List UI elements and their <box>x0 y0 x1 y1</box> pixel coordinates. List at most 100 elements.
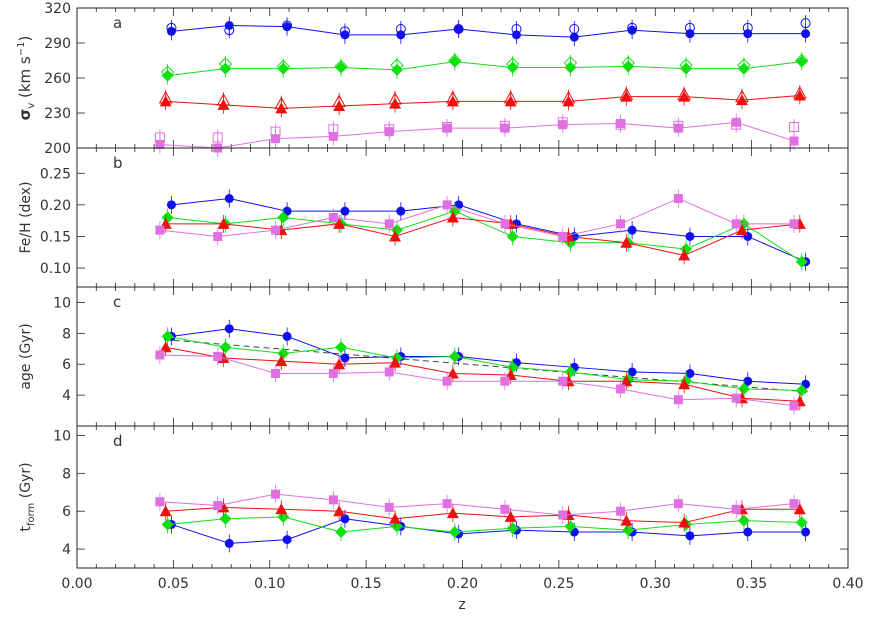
y-tick-label: 10 <box>53 428 71 444</box>
data-point <box>685 368 695 378</box>
series-green <box>161 327 808 400</box>
data-point <box>673 395 683 405</box>
data-point <box>506 230 519 243</box>
series-red <box>158 85 807 118</box>
data-point <box>795 255 808 268</box>
y-tick-label: 10 <box>53 295 71 311</box>
data-point <box>389 356 402 368</box>
y-tick-label: 0.15 <box>40 229 71 245</box>
trend-line <box>163 339 810 393</box>
data-point <box>159 95 172 107</box>
data-point <box>446 95 459 107</box>
series-blue <box>166 319 811 394</box>
data-point <box>213 352 223 361</box>
data-point <box>390 63 403 76</box>
data-point <box>685 231 695 241</box>
data-point <box>558 510 568 520</box>
data-point <box>616 384 626 394</box>
open-marker <box>789 122 800 132</box>
x-tick-label: 0.40 <box>832 576 863 592</box>
series-blue <box>166 189 811 271</box>
data-point <box>511 30 521 40</box>
data-point <box>389 97 402 109</box>
data-point <box>213 501 223 511</box>
data-point <box>333 100 346 111</box>
data-point <box>340 30 350 40</box>
data-point <box>217 217 230 229</box>
panel-a: 200 230 260 290 320 a σv (km s−1) <box>16 1 849 157</box>
data-point <box>678 378 691 390</box>
data-point <box>384 502 394 512</box>
data-point <box>384 127 394 137</box>
data-point <box>161 518 174 531</box>
x-tick-label: 0.05 <box>158 576 189 592</box>
data-point <box>789 219 799 229</box>
data-point <box>161 69 174 82</box>
data-point <box>224 194 234 204</box>
data-point <box>673 499 683 509</box>
data-point <box>271 368 281 378</box>
data-point <box>275 503 288 515</box>
data-point <box>155 225 165 235</box>
series-green <box>161 507 808 542</box>
x-tick-label: 0.10 <box>254 576 285 592</box>
data-point <box>735 94 748 106</box>
data-point <box>335 526 348 539</box>
data-point <box>673 194 683 204</box>
series-line <box>167 210 803 263</box>
data-point <box>506 61 519 74</box>
data-point <box>678 516 691 528</box>
data-point <box>155 140 165 149</box>
series-green <box>160 52 809 85</box>
data-point <box>620 514 633 526</box>
panel-frame <box>76 147 849 288</box>
panel-frame <box>76 425 849 569</box>
series-line <box>167 335 802 391</box>
data-point <box>166 200 176 210</box>
data-point <box>271 225 281 235</box>
data-point <box>328 131 338 141</box>
data-point <box>442 499 452 509</box>
series-line <box>159 354 795 407</box>
series-violet <box>155 345 799 415</box>
series-violet <box>155 485 799 524</box>
data-point <box>562 95 575 107</box>
data-point <box>442 376 452 386</box>
series-line <box>171 518 806 544</box>
y-tick-label: 4 <box>62 542 71 558</box>
data-point <box>219 512 232 525</box>
data-point <box>384 219 394 229</box>
series-line <box>167 516 802 533</box>
y-tick-label: 0.25 <box>40 166 71 182</box>
data-point <box>737 62 750 75</box>
data-point <box>737 514 750 527</box>
panel-letter: a <box>113 14 122 32</box>
series-red <box>159 338 806 411</box>
data-point <box>789 499 799 509</box>
y-axis-label: Fe/H (dex) <box>18 181 34 253</box>
data-point <box>282 535 292 545</box>
data-point <box>569 32 579 42</box>
data-point <box>340 353 350 363</box>
data-point <box>685 29 695 39</box>
data-point <box>627 367 637 377</box>
y-axis-label: age (Gyr) <box>18 323 34 389</box>
y-tick-label: 6 <box>62 504 71 520</box>
data-point <box>446 211 459 223</box>
series-violet <box>155 189 799 246</box>
x-tick-label: 0.35 <box>736 576 767 592</box>
data-point <box>224 21 234 30</box>
data-point <box>277 62 290 75</box>
data-point <box>743 29 753 39</box>
x-axis-label: z <box>458 597 465 613</box>
panel-letter: c <box>113 293 121 311</box>
series-line <box>167 61 802 77</box>
data-point <box>564 520 577 533</box>
y-tick-label: 320 <box>44 1 71 17</box>
data-point <box>340 206 350 216</box>
y-tick-label: 6 <box>62 357 71 373</box>
data-point <box>627 25 637 35</box>
y-axis-label: σv (km s−1) <box>16 36 37 121</box>
y-tick-label: 260 <box>44 71 71 87</box>
data-point <box>159 505 172 517</box>
